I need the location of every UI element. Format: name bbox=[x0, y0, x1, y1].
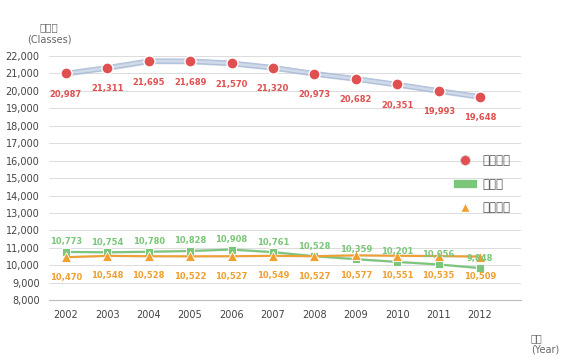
Text: 10,761: 10,761 bbox=[257, 238, 289, 246]
Text: 9,848: 9,848 bbox=[467, 254, 494, 262]
Text: 10,509: 10,509 bbox=[464, 272, 496, 281]
Text: 10,527: 10,527 bbox=[298, 272, 331, 281]
Text: 10,754: 10,754 bbox=[91, 238, 124, 247]
Text: 10,528: 10,528 bbox=[298, 242, 331, 251]
Text: 19,993: 19,993 bbox=[422, 107, 455, 116]
Text: 21,689: 21,689 bbox=[174, 78, 206, 87]
Text: 21,695: 21,695 bbox=[133, 78, 165, 87]
Text: 20,682: 20,682 bbox=[340, 95, 372, 104]
Text: 10,551: 10,551 bbox=[381, 271, 413, 280]
Text: 10,908: 10,908 bbox=[215, 235, 248, 244]
Text: 10,780: 10,780 bbox=[133, 237, 165, 246]
Text: 10,201: 10,201 bbox=[381, 248, 413, 256]
Text: 20,351: 20,351 bbox=[381, 101, 413, 110]
Text: 10,548: 10,548 bbox=[91, 271, 124, 280]
Text: 10,056: 10,056 bbox=[422, 250, 455, 259]
Text: 10,359: 10,359 bbox=[340, 245, 372, 254]
Text: 20,973: 20,973 bbox=[298, 90, 331, 99]
Text: 10,549: 10,549 bbox=[257, 271, 289, 280]
Text: 21,311: 21,311 bbox=[91, 84, 124, 94]
Text: 연도
(Year): 연도 (Year) bbox=[531, 333, 559, 355]
Text: 21,570: 21,570 bbox=[215, 80, 248, 89]
Text: 10,522: 10,522 bbox=[174, 272, 206, 281]
Text: 20,987: 20,987 bbox=[50, 90, 82, 99]
Legend: 초등학교, 중학교, 고등학교: 초등학교, 중학교, 고등학교 bbox=[448, 149, 515, 219]
Text: (Classes): (Classes) bbox=[27, 34, 72, 44]
Text: 10,535: 10,535 bbox=[422, 272, 455, 280]
Text: 21,320: 21,320 bbox=[257, 84, 289, 93]
Text: 10,773: 10,773 bbox=[50, 237, 82, 246]
Text: 10,527: 10,527 bbox=[215, 272, 248, 281]
Text: 19,648: 19,648 bbox=[464, 114, 496, 122]
Text: 10,577: 10,577 bbox=[340, 271, 372, 280]
Text: 10,828: 10,828 bbox=[174, 236, 206, 245]
Text: 학급수: 학급수 bbox=[40, 22, 59, 32]
Text: 10,528: 10,528 bbox=[133, 272, 165, 281]
Text: 10,470: 10,470 bbox=[50, 273, 82, 281]
